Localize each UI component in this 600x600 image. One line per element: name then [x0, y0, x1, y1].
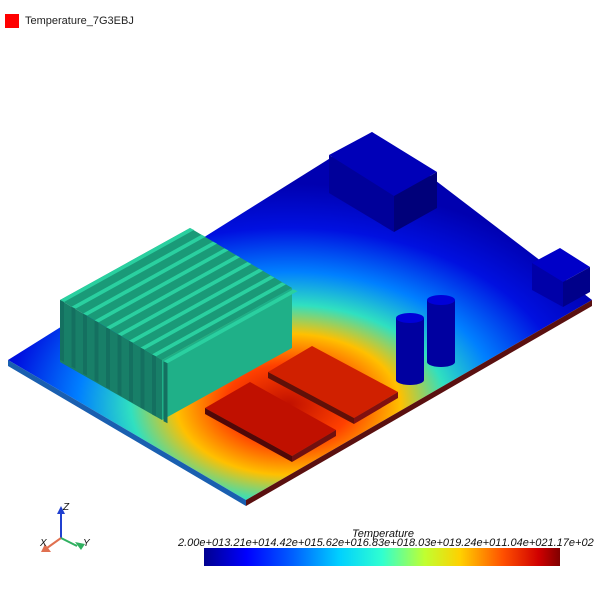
- heatsink-fin: [94, 248, 229, 323]
- colorbar-ticks: 2.00e+01 3.21e+01 4.42e+01 5.62e+01 6.83…: [178, 537, 594, 549]
- heatsink-fin-edge: [60, 300, 64, 362]
- colorbar-tick: 4.42e+01: [270, 537, 317, 549]
- colorbar: [204, 548, 560, 566]
- heatsink-fin-edge: [106, 327, 110, 390]
- heatsink-fin: [71, 234, 206, 309]
- legend-swatch: [5, 14, 19, 28]
- colorbar-tick: 1.04e+02: [501, 537, 548, 549]
- heatsink-fin-edge: [94, 320, 99, 383]
- hot-chip-left: [205, 382, 336, 462]
- heatsink: [60, 228, 298, 424]
- colorbar-tick: 3.21e+01: [224, 537, 271, 549]
- orientation-axes: Z X Y: [39, 502, 91, 552]
- colorbar-tick: 1.17e+02: [547, 537, 594, 549]
- heatsink-fin-edge: [152, 354, 156, 417]
- hot-chip-right: [268, 346, 398, 424]
- colorbar-title: Temperature: [352, 528, 414, 540]
- heatsink-fin: [129, 268, 263, 343]
- heatsink-fin: [117, 262, 252, 336]
- colorbar-tick: 6.83e+01: [362, 537, 409, 549]
- colorbar-tick: 2.00e+01: [178, 537, 225, 549]
- heatsink-fin: [60, 228, 194, 302]
- capacitor-right: [427, 295, 455, 367]
- axis-y-label: Y: [83, 538, 91, 549]
- heatsink-fin-edge: [117, 334, 122, 396]
- heatsink-fin-edge: [163, 361, 168, 424]
- heatsink-fin: [152, 282, 286, 357]
- heatsink-fin: [83, 241, 217, 316]
- heatsink-fin-edge: [71, 306, 76, 369]
- colorbar-tick: 8.03e+01: [408, 537, 456, 549]
- axis-x-label: X: [39, 538, 47, 549]
- heatsink-fin-edge: [129, 340, 133, 403]
- heatsink-fin-edge: [83, 313, 87, 376]
- heatsink-fin-edge: [140, 347, 145, 410]
- colorbar-tick: 5.62e+01: [316, 537, 363, 549]
- component-box-small: [532, 248, 590, 307]
- axis-z-label: Z: [62, 502, 70, 513]
- component-box-large: [329, 132, 437, 232]
- heatsink-fin: [106, 255, 240, 330]
- capacitor-left: [396, 313, 424, 385]
- colorbar-tick: 9.24e+01: [455, 537, 502, 549]
- legend-label: Temperature_7G3EBJ: [25, 15, 134, 27]
- heatsink-fin: [140, 275, 275, 350]
- heatsink-fin: [163, 289, 298, 364]
- dataset-legend: Temperature_7G3EBJ: [5, 14, 134, 28]
